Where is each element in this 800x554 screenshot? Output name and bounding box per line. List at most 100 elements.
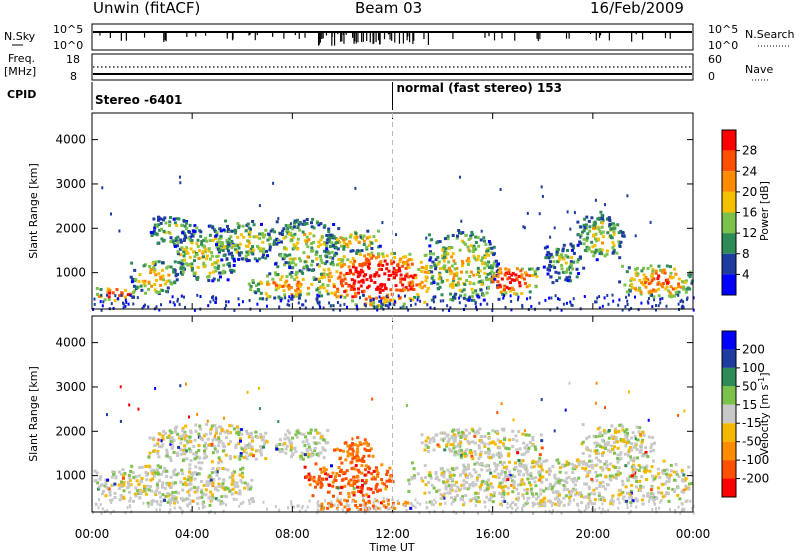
range-cell — [195, 472, 199, 476]
range-cell — [230, 472, 234, 476]
range-cell — [466, 245, 470, 249]
range-cell — [488, 271, 492, 275]
range-cell — [366, 487, 370, 491]
range-cell — [222, 263, 226, 267]
range-cell — [633, 434, 637, 438]
range-cell — [289, 286, 293, 289]
range-cell — [453, 450, 457, 454]
range-cell — [597, 443, 601, 447]
range-cell — [601, 480, 605, 484]
range-cell — [469, 270, 473, 274]
noise-cell — [653, 503, 656, 506]
range-cell — [445, 278, 449, 282]
range-cell — [395, 269, 399, 273]
noise-cell — [329, 304, 332, 308]
range-cell — [469, 236, 473, 240]
range-cell — [126, 481, 130, 485]
range-cell — [503, 500, 507, 503]
range-cell — [511, 438, 515, 441]
range-cell — [489, 482, 493, 486]
range-cell — [412, 288, 416, 291]
noise-cell — [405, 306, 408, 310]
range-cell — [522, 473, 526, 477]
range-cell — [174, 274, 178, 278]
range-cell — [638, 450, 642, 454]
noise-cell — [237, 297, 240, 301]
range-cell — [472, 282, 476, 286]
range-cell — [317, 277, 321, 281]
range-cell — [493, 442, 497, 446]
range-cell — [246, 222, 250, 226]
range-cell — [169, 236, 173, 240]
noise-cell — [475, 305, 478, 309]
range-cell — [576, 260, 580, 264]
freq-panel: Freq. [MHz] 18 8 60 0 Nave — [4, 52, 773, 83]
range-cell — [354, 464, 358, 467]
range-cell — [444, 487, 448, 491]
range-cell — [134, 486, 138, 490]
range-cell — [346, 450, 350, 454]
range-cell — [121, 476, 125, 480]
range-cell — [312, 234, 316, 238]
range-cell — [557, 497, 561, 501]
isolated-cell — [604, 203, 606, 207]
range-cell — [599, 481, 603, 485]
range-cell — [298, 289, 302, 293]
noise-cell — [544, 298, 547, 302]
range-cell — [149, 469, 153, 473]
range-cell — [371, 454, 375, 458]
range-cell — [330, 241, 334, 245]
range-cell — [376, 287, 380, 291]
range-cell — [531, 438, 535, 442]
range-cell — [203, 434, 206, 438]
range-cell — [224, 219, 228, 223]
range-cell — [358, 249, 362, 253]
date-label: 16/Feb/2009 — [590, 0, 684, 17]
noise-cell — [189, 499, 192, 503]
range-cell — [292, 221, 296, 225]
range-cell — [156, 290, 159, 294]
colorbar-swatch — [722, 171, 736, 192]
range-cell — [552, 260, 556, 264]
range-cell — [623, 499, 627, 503]
noise-cell — [214, 301, 217, 304]
range-cell — [599, 445, 603, 448]
range-cell — [600, 498, 604, 502]
range-cell — [99, 483, 103, 487]
range-cell — [166, 286, 170, 290]
noise-cell — [588, 496, 591, 500]
range-cell — [310, 451, 314, 454]
range-cell — [204, 247, 208, 251]
range-cell — [172, 495, 176, 498]
range-cell — [128, 476, 132, 480]
range-cell — [182, 266, 186, 270]
range-cell — [183, 477, 187, 481]
range-cell — [248, 443, 252, 447]
range-cell — [661, 285, 664, 289]
range-cell — [259, 447, 263, 451]
range-cell — [540, 446, 544, 450]
range-cell — [355, 454, 359, 458]
range-cell — [585, 239, 589, 243]
noise-cell — [655, 304, 657, 307]
noise-cell — [692, 308, 695, 312]
range-cell — [238, 253, 242, 257]
range-cell — [549, 252, 553, 256]
range-cell — [424, 483, 428, 487]
noise-cell — [248, 502, 251, 505]
range-cell — [215, 231, 219, 235]
range-cell — [643, 281, 647, 284]
range-cell — [463, 486, 467, 490]
range-cell — [483, 271, 487, 275]
range-cell — [108, 288, 112, 292]
range-cell — [293, 447, 297, 450]
noise-cell — [171, 498, 174, 502]
range-cell — [258, 249, 262, 253]
range-cell — [196, 489, 199, 493]
noise-cell — [193, 308, 196, 312]
range-cell — [487, 452, 491, 456]
range-cell — [278, 284, 282, 288]
range-cell — [466, 439, 470, 443]
range-cell — [510, 286, 514, 290]
isolated-cell — [442, 439, 445, 443]
